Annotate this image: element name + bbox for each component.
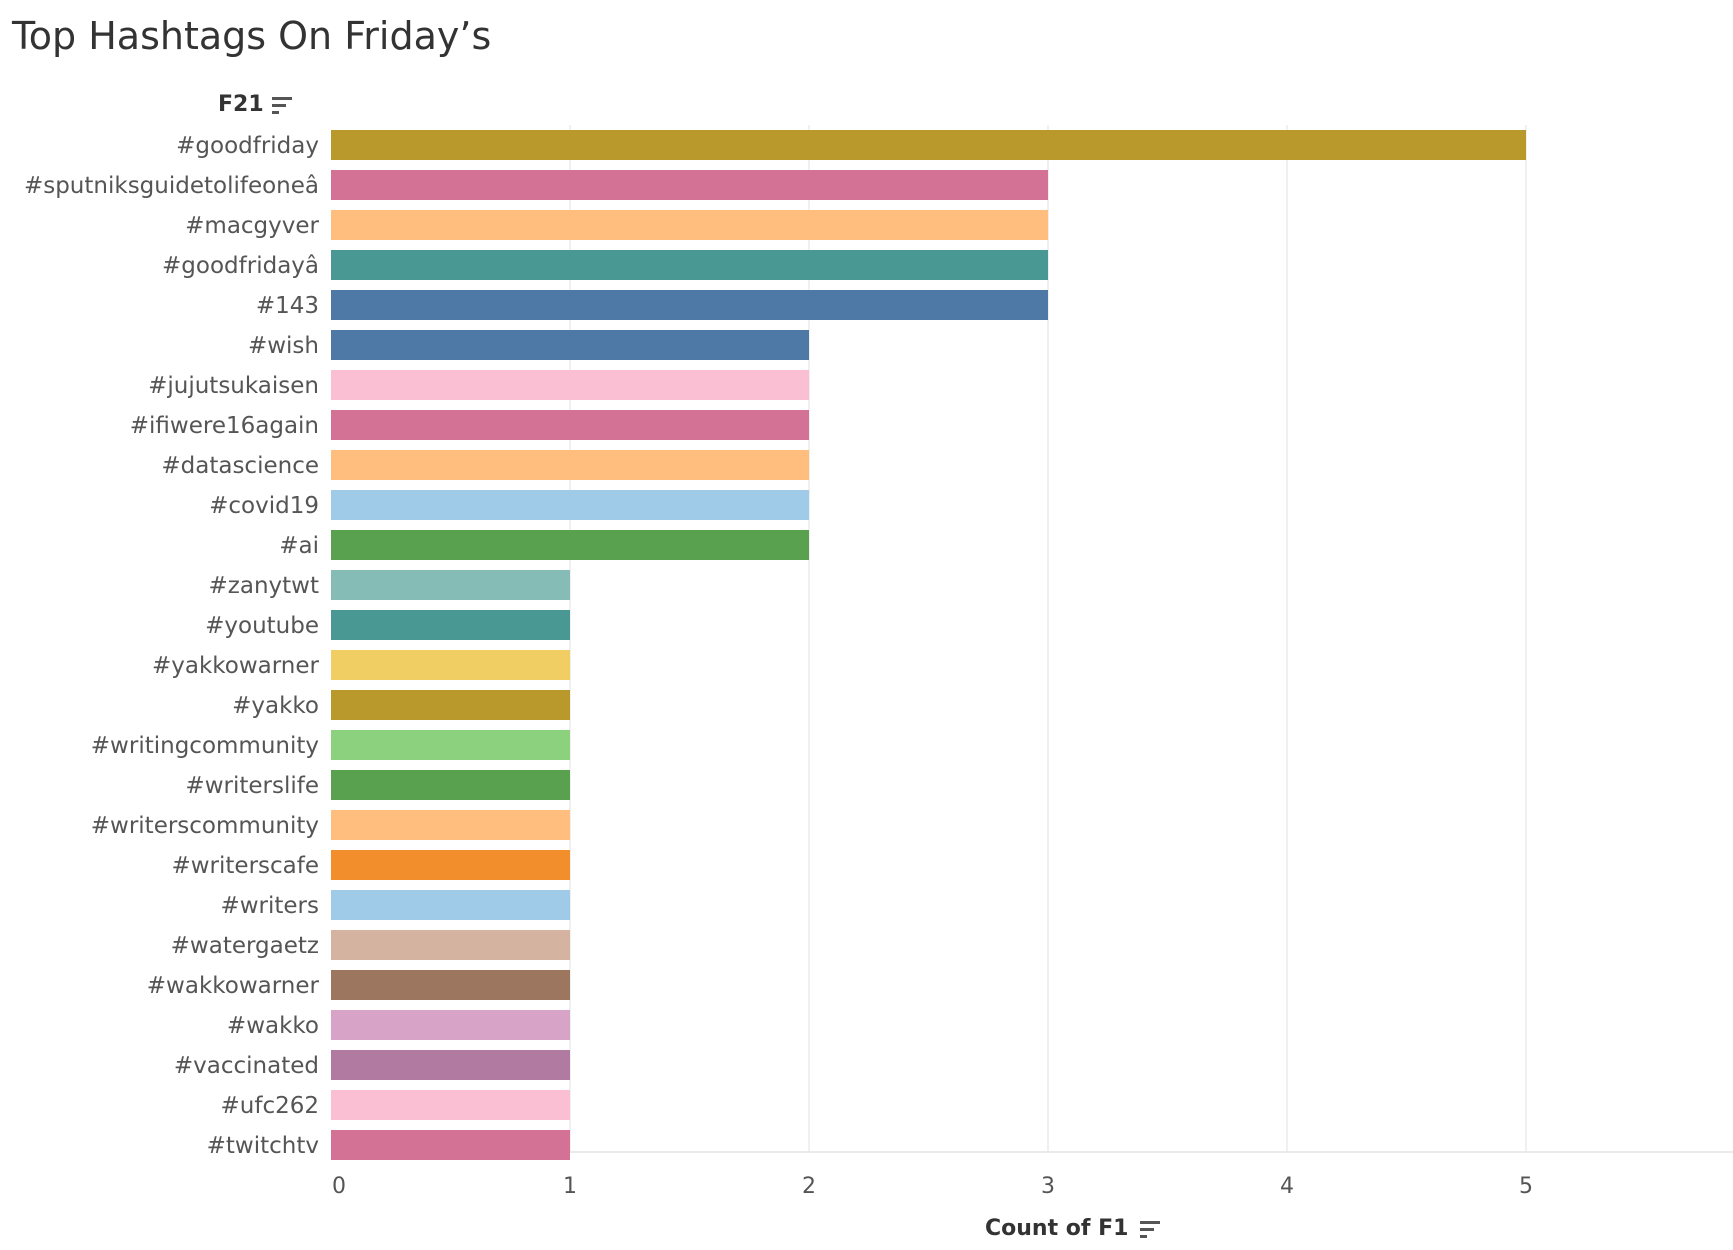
x-tick-label: 3 <box>1041 1174 1055 1199</box>
x-tick-label: 2 <box>802 1174 816 1199</box>
bar[interactable] <box>331 210 1048 240</box>
category-label: #sputniksguidetolifeoneâ <box>24 173 319 199</box>
bar[interactable] <box>331 170 1048 200</box>
bar[interactable] <box>331 770 570 800</box>
category-label: #yakko <box>232 693 319 719</box>
category-label: #wakkowarner <box>147 973 320 999</box>
bar[interactable] <box>331 970 570 1000</box>
category-label: #datascience <box>161 453 319 479</box>
dimension-header-label: F21 <box>218 92 264 117</box>
category-label: #writers <box>220 893 319 919</box>
bar[interactable] <box>331 250 1048 280</box>
category-label: #ifiwere16again <box>130 413 319 439</box>
x-tick-label: 0 <box>332 1174 346 1199</box>
category-label: #twitchtv <box>207 1133 319 1159</box>
category-label: #macgyver <box>185 213 319 239</box>
bar[interactable] <box>331 570 570 600</box>
category-label: #writerscommunity <box>91 813 319 839</box>
category-label: #143 <box>256 293 319 319</box>
category-label: #goodfridayâ <box>162 253 319 279</box>
category-label: #writerslife <box>185 773 319 799</box>
category-label: #youtube <box>205 613 319 639</box>
bar[interactable] <box>331 330 809 360</box>
x-tick-label: 5 <box>1519 1174 1533 1199</box>
bar[interactable] <box>331 490 809 520</box>
bar[interactable] <box>331 930 570 960</box>
category-label: #watergaetz <box>171 933 319 959</box>
x-tick-label: 4 <box>1280 1174 1294 1199</box>
category-label: #ufc262 <box>221 1093 320 1119</box>
x-tick-label: 1 <box>563 1174 577 1199</box>
category-label: #covid19 <box>209 493 319 519</box>
bar[interactable] <box>331 1010 570 1040</box>
category-label: #goodfriday <box>176 133 319 159</box>
bar[interactable] <box>331 610 570 640</box>
bar[interactable] <box>331 810 570 840</box>
category-label: #zanytwt <box>209 573 319 599</box>
bar[interactable] <box>331 1050 570 1080</box>
bar[interactable] <box>331 650 570 680</box>
dimension-header[interactable]: F21 <box>218 92 292 117</box>
x-axis-title[interactable]: Count of F1 <box>985 1216 1161 1241</box>
bar[interactable] <box>331 690 570 720</box>
sort-icon[interactable] <box>271 96 292 114</box>
bar[interactable] <box>331 1090 570 1120</box>
category-label: #ai <box>279 533 319 559</box>
x-axis-title-label: Count of F1 <box>985 1216 1129 1241</box>
bar[interactable] <box>331 370 809 400</box>
sort-icon[interactable] <box>1140 1220 1161 1238</box>
bar[interactable] <box>331 450 809 480</box>
bar[interactable] <box>331 890 570 920</box>
category-label: #wish <box>248 333 319 359</box>
chart-title: Top Hashtags On Friday’s <box>12 14 492 58</box>
bar[interactable] <box>331 130 1526 160</box>
category-label: #yakkowarner <box>152 653 320 679</box>
category-label: #writerscafe <box>171 853 319 879</box>
bar[interactable] <box>331 730 570 760</box>
category-label: #jujutsukaisen <box>148 373 319 399</box>
bar[interactable] <box>331 410 809 440</box>
bar[interactable] <box>331 290 1048 320</box>
bar[interactable] <box>331 850 570 880</box>
category-label: #writingcommunity <box>91 733 319 759</box>
category-label: #vaccinated <box>174 1053 319 1079</box>
bar[interactable] <box>331 530 809 560</box>
bar[interactable] <box>331 1130 570 1160</box>
category-label: #wakko <box>227 1013 319 1039</box>
